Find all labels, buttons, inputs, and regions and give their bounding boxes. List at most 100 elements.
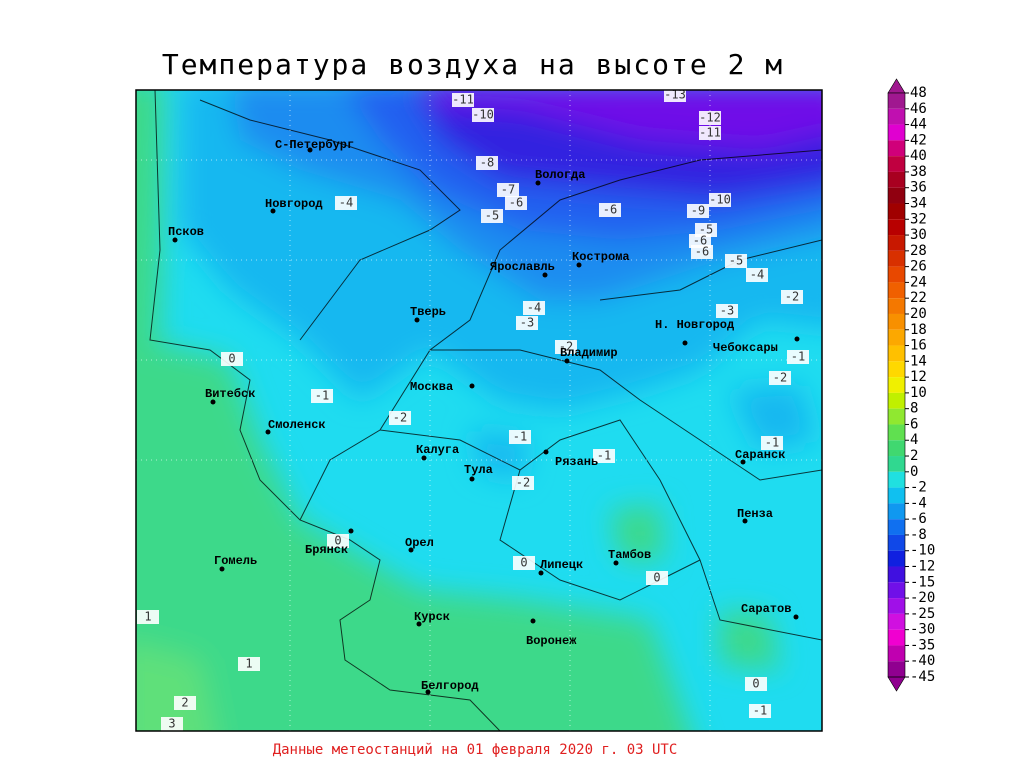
contour-label-bg xyxy=(481,209,503,223)
footer: Данные метеостанций на 01 февраля 2020 г… xyxy=(273,742,678,758)
contour-label-bg xyxy=(476,156,498,170)
contour-label: -2 xyxy=(393,411,407,425)
city-dot xyxy=(307,147,313,153)
contour-label: -4 xyxy=(527,301,541,315)
colorbar-tick-label: 30 xyxy=(910,227,927,243)
colorbar-segment xyxy=(888,187,905,204)
contour-label-bg xyxy=(646,571,668,585)
contour-label-bg xyxy=(664,90,686,102)
contour-label: -13 xyxy=(664,88,686,102)
city-label: Вологда xyxy=(535,168,585,182)
city-label: Н. Новгород xyxy=(655,318,734,332)
city-label: Витебск xyxy=(205,386,255,401)
city-label: Чебоксары xyxy=(713,340,778,355)
contour-label: -9 xyxy=(691,204,705,218)
city-label: Тверь xyxy=(410,305,446,319)
city-label: Орел xyxy=(405,536,434,550)
contour-label-bg xyxy=(761,436,783,450)
colorbar-segment xyxy=(888,140,905,157)
colorbar-tick-label: 48 xyxy=(910,85,927,101)
contour-label-bg xyxy=(516,316,538,330)
city-label: Воронеж xyxy=(526,634,577,648)
colorbar-tick-label: 14 xyxy=(910,353,927,369)
colorbar-segment xyxy=(888,171,905,188)
colorbar-segment xyxy=(888,156,905,172)
contour-label-bg xyxy=(716,304,738,318)
contour-label: -1 xyxy=(765,436,779,450)
colorbar-segment xyxy=(888,93,905,109)
colorbar-tick-label: 22 xyxy=(910,290,927,306)
contour-label: -2 xyxy=(516,476,530,490)
colorbar-segment xyxy=(888,487,905,504)
colorbar-segment xyxy=(888,598,905,614)
contour-label: 1 xyxy=(245,657,252,671)
city-label: Рязань xyxy=(555,455,598,469)
contour-label: 3 xyxy=(168,717,175,731)
city-label: Калуга xyxy=(416,443,459,457)
colorbar-segment xyxy=(888,661,905,677)
colorbar-tick-label: 12 xyxy=(910,369,927,385)
colorbar-segment xyxy=(888,235,905,251)
city-label: Владимир xyxy=(560,346,618,360)
contour-label-bg xyxy=(725,254,747,268)
contour-label: 2 xyxy=(181,696,188,710)
city-label: Брянск xyxy=(305,543,348,557)
colorbar-segment xyxy=(888,471,905,488)
city-label: Смоленск xyxy=(268,418,326,432)
contour-label-bg xyxy=(687,204,709,218)
city-dot xyxy=(538,570,544,576)
city-dot xyxy=(469,476,475,482)
city-dot xyxy=(421,455,427,461)
city-label: Липецк xyxy=(540,558,583,572)
city-dot xyxy=(265,429,271,435)
map-frame xyxy=(135,89,823,732)
colorbar-tick-label: 16 xyxy=(910,338,927,354)
contour-label: -5 xyxy=(729,254,743,268)
contour-label-bg xyxy=(311,389,333,403)
colorbar-segment xyxy=(888,313,905,330)
contour-label: -4 xyxy=(750,268,764,282)
city-dot xyxy=(576,262,582,268)
city-label: Курск xyxy=(414,610,450,624)
contour-label-bg xyxy=(505,196,527,210)
contour-label-bg xyxy=(689,234,711,248)
title: Температура воздуха на высоте 2 м xyxy=(162,48,784,81)
city-dot xyxy=(530,618,536,624)
colorbar-cap-top xyxy=(887,78,906,94)
colorbar-segment xyxy=(888,108,905,125)
colorbar-segment xyxy=(888,440,905,457)
colorbar-tick-label: -4 xyxy=(910,495,927,511)
colorbar-tick-label: 26 xyxy=(910,259,927,275)
colorbar-tick-label: -20 xyxy=(910,590,935,606)
city-dot xyxy=(613,560,619,566)
city-dot xyxy=(469,383,475,389)
contour-label: 0 xyxy=(520,556,527,570)
contour-label-bg xyxy=(512,476,534,490)
contour-label-bg xyxy=(599,203,621,217)
colorbar-segment xyxy=(888,424,905,441)
colorbar-tick-label: -40 xyxy=(910,653,935,669)
city-dot xyxy=(682,340,688,346)
colorbar-segment xyxy=(888,377,905,393)
colorbar-tick-label: 18 xyxy=(910,322,927,338)
colorbar-tick-label: 28 xyxy=(910,243,927,259)
colorbar-tick-label: 32 xyxy=(910,211,927,227)
contour-label: -1 xyxy=(597,449,611,463)
contour-label: -8 xyxy=(480,156,494,170)
city-dot xyxy=(270,208,276,214)
colorbar-tick-label: 8 xyxy=(910,401,918,417)
contour-label: -2 xyxy=(559,340,573,354)
contour-label: -7 xyxy=(501,183,515,197)
contour-label: 0 xyxy=(334,534,341,548)
contour-label: -1 xyxy=(791,350,805,364)
contour-label: -6 xyxy=(695,245,709,259)
colorbar-segment xyxy=(888,629,905,646)
colorbar-tick-label: 10 xyxy=(910,385,927,401)
colorbar-segment xyxy=(888,266,905,283)
colorbar-segment xyxy=(888,219,905,236)
contour-label: -5 xyxy=(485,209,499,223)
colorbar-tick-label: -10 xyxy=(910,543,935,559)
contour-label-bg xyxy=(137,610,159,624)
contour-label: 0 xyxy=(752,677,759,691)
city-dot xyxy=(564,358,570,364)
